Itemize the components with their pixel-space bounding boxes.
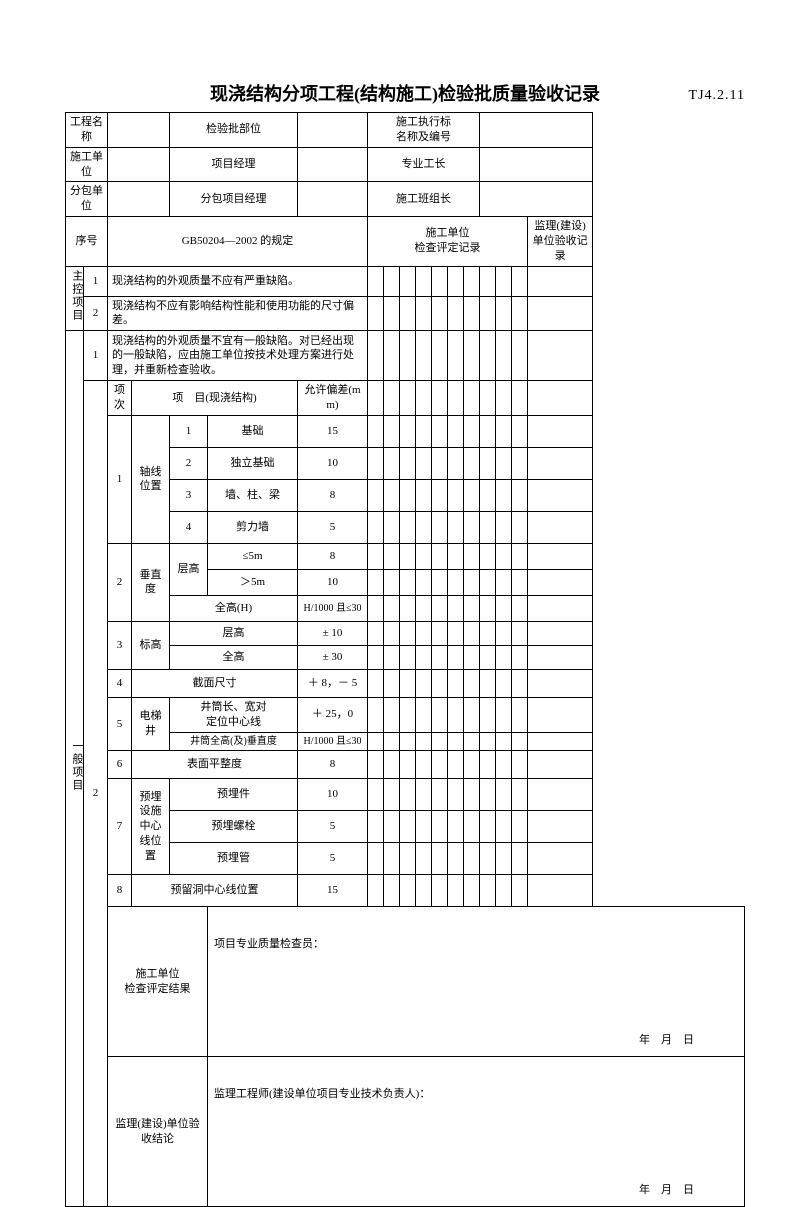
- elev-label: 标高: [132, 621, 170, 669]
- lbl-constr-unit: 施工单位: [66, 147, 108, 182]
- sect-tol: ＋ 8，－ 5: [298, 669, 368, 697]
- supervise-date: 年 月 日: [639, 1183, 694, 1198]
- main-r2-no: 2: [84, 296, 108, 331]
- lbl-project: 工程名称: [66, 113, 108, 148]
- supervise-eng: 监理工程师(建设单位项目专业技术负责人)：: [214, 1088, 430, 1100]
- val-pm[interactable]: [298, 147, 368, 182]
- shaft-r1-tol: ＋ 25，0: [298, 697, 368, 732]
- vert-r1-name: ≤5m: [208, 543, 298, 569]
- flat-name: 表面平整度: [132, 751, 298, 779]
- axis-r1-tol: 15: [298, 415, 368, 447]
- axis-r4-tol: 5: [298, 511, 368, 543]
- vert-r3-name: 全高(H): [170, 595, 298, 621]
- constr-date: 年 月 日: [639, 1033, 694, 1048]
- sect-name: 截面尺寸: [132, 669, 298, 697]
- axis-r2-no: 2: [170, 447, 208, 479]
- gen-group-label: 一般项目: [69, 740, 84, 792]
- lbl-pm: 项目经理: [170, 147, 298, 182]
- embed-r1-name: 预埋件: [170, 779, 298, 811]
- val-project[interactable]: [108, 113, 170, 148]
- val-sub-pm[interactable]: [298, 182, 368, 217]
- elev-r1-name: 层高: [170, 621, 298, 645]
- axis-r2-tol: 10: [298, 447, 368, 479]
- shaft-label: 电梯井: [132, 697, 170, 750]
- constr-inspector: 项目专业质量检查员：: [214, 938, 324, 950]
- lbl-sub-pm: 分包项目经理: [170, 182, 298, 217]
- elev-r2-tol: ± 30: [298, 645, 368, 669]
- doc-code: TJ4.2.11: [689, 88, 745, 104]
- sect-no: 4: [108, 669, 132, 697]
- constr-result-label: 施工单位 检查评定结果: [108, 907, 208, 1057]
- gen-r1-text: 现浇结构的外观质量不宜有一般缺陷。对已经出现的一般缺陷，应由施工单位按技术处理方…: [108, 331, 368, 381]
- gen-r1-no: 1: [84, 331, 108, 381]
- vert-no: 2: [108, 543, 132, 621]
- flat-no: 6: [108, 751, 132, 779]
- embed-no: 7: [108, 779, 132, 875]
- main-r1-no: 1: [84, 266, 108, 296]
- val-team-leader[interactable]: [480, 182, 593, 217]
- col-item-no: 项次: [108, 381, 132, 416]
- axis-label: 轴线位置: [132, 415, 170, 543]
- shaft-r2-name: 井筒全高(及)垂直度: [170, 732, 298, 751]
- lbl-supervise: 监理(建设) 单位验收记录: [528, 217, 593, 267]
- gen-sub-no: 2: [84, 381, 108, 1207]
- lbl-sub-unit: 分包单位: [66, 182, 108, 217]
- constr-result-block[interactable]: 项目专业质量检查员： 年 月 日: [208, 907, 745, 1057]
- lbl-foreman: 专业工长: [368, 147, 480, 182]
- elev-no: 3: [108, 621, 132, 669]
- val-foreman[interactable]: [480, 147, 593, 182]
- lbl-exec-std: 施工执行标 名称及编号: [368, 113, 480, 148]
- embed-r3-name: 预埋管: [170, 843, 298, 875]
- val-constr-unit[interactable]: [108, 147, 170, 182]
- col-item: 项 目(现浇结构): [132, 381, 298, 416]
- col-tol: 允许偏差(mm): [298, 381, 368, 416]
- lbl-constr-check: 施工单位 检查评定记录: [368, 217, 528, 267]
- embed-r2-name: 预埋螺栓: [170, 811, 298, 843]
- axis-no: 1: [108, 415, 132, 543]
- hole-no: 8: [108, 875, 132, 907]
- embed-label: 预埋设施中心线位置: [132, 779, 170, 875]
- hole-tol: 15: [298, 875, 368, 907]
- doc-title: 现浇结构分项工程(结构施工)检验批质量验收记录: [210, 80, 600, 106]
- axis-r3-tol: 8: [298, 479, 368, 511]
- vert-r2-name: ＞5m: [208, 569, 298, 595]
- axis-r1-name: 基础: [208, 415, 298, 447]
- flat-tol: 8: [298, 751, 368, 779]
- vert-r3-tol: H/1000 且≤30: [298, 595, 368, 621]
- lbl-inspect-part: 检验批部位: [170, 113, 298, 148]
- axis-r3-no: 3: [170, 479, 208, 511]
- lbl-team-leader: 施工班组长: [368, 182, 480, 217]
- main-r1-text: 现浇结构的外观质量不应有严重缺陷。: [108, 266, 368, 296]
- elev-r1-tol: ± 10: [298, 621, 368, 645]
- vert-sub: 层高: [170, 543, 208, 595]
- main-group-label: 主控项目: [69, 270, 84, 322]
- axis-r2-name: 独立基础: [208, 447, 298, 479]
- axis-r1-no: 1: [170, 415, 208, 447]
- val-inspect-part[interactable]: [298, 113, 368, 148]
- embed-r2-tol: 5: [298, 811, 368, 843]
- lbl-spec: GB50204—2002 的规定: [108, 217, 368, 267]
- embed-r1-tol: 10: [298, 779, 368, 811]
- axis-r4-name: 剪力墙: [208, 511, 298, 543]
- embed-r3-tol: 5: [298, 843, 368, 875]
- val-sub-unit[interactable]: [108, 182, 170, 217]
- lbl-seq: 序号: [66, 217, 108, 267]
- shaft-r2-tol: H/1000 且≤30: [298, 732, 368, 751]
- axis-r4-no: 4: [170, 511, 208, 543]
- main-table: 工程名称 检验批部位 施工执行标 名称及编号 施工单位 项目经理 专业工长 分包…: [65, 112, 745, 1207]
- vert-r1-tol: 8: [298, 543, 368, 569]
- elev-r2-name: 全高: [170, 645, 298, 669]
- shaft-r1-name: 井筒长、宽对 定位中心线: [170, 697, 298, 732]
- val-exec-std[interactable]: [480, 113, 593, 148]
- vert-r2-tol: 10: [298, 569, 368, 595]
- shaft-no: 5: [108, 697, 132, 750]
- hole-name: 预留洞中心线位置: [132, 875, 298, 907]
- vert-label: 垂直度: [132, 543, 170, 621]
- main-r2-text: 现浇结构不应有影响结构性能和使用功能的尺寸偏差。: [108, 296, 368, 331]
- axis-r3-name: 墙、柱、梁: [208, 479, 298, 511]
